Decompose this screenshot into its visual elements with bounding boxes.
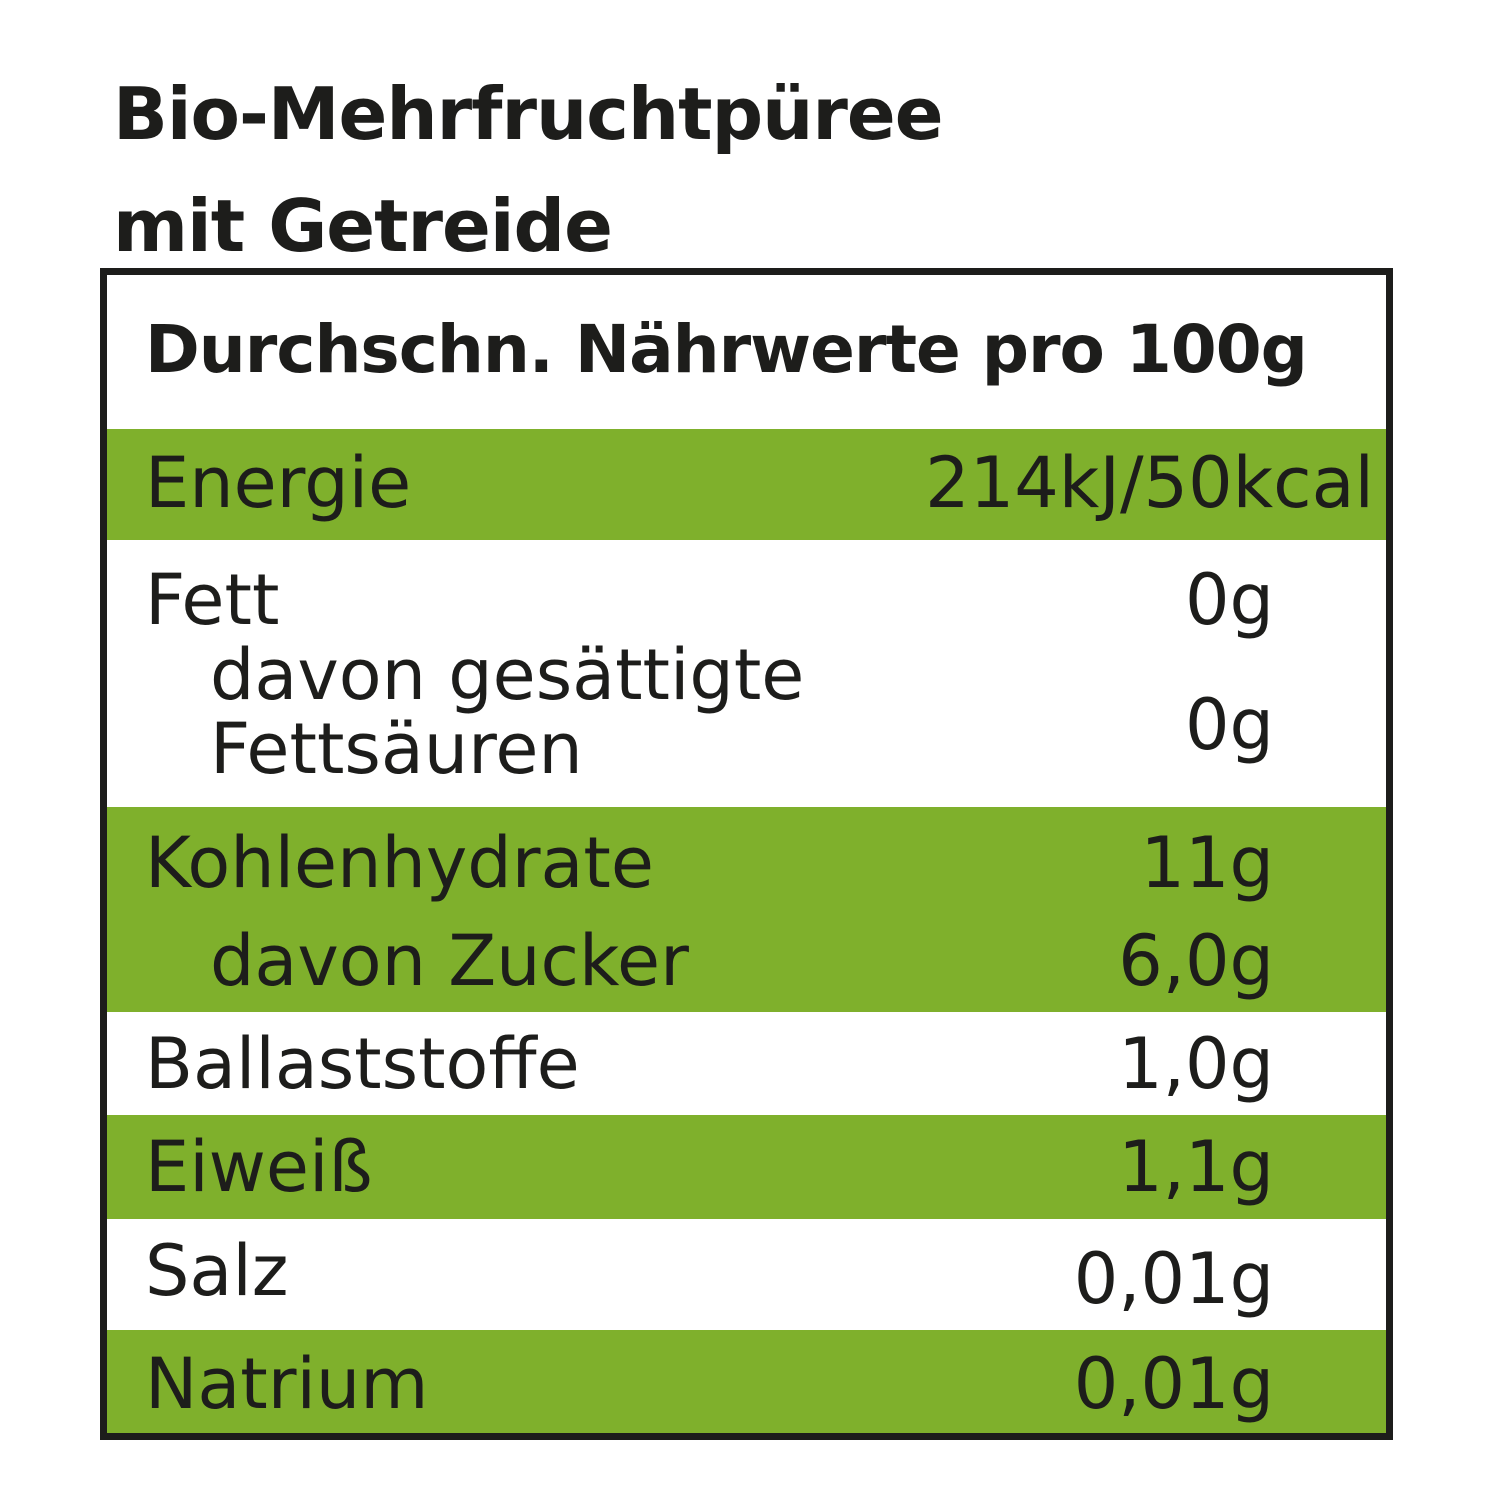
table-row: Natrium 0,01g: [107, 1330, 1386, 1433]
row-value: 6,0g: [1118, 920, 1274, 1002]
row-label: Salz: [145, 1230, 289, 1312]
table-row: Salz 0,01g: [107, 1219, 1386, 1330]
row-label: Natrium: [145, 1343, 429, 1425]
row-value: 0g: [1185, 684, 1274, 766]
row-label: Energie: [145, 442, 412, 524]
row-value: 1,1g: [1118, 1126, 1274, 1208]
row-value: 1,0g: [1118, 1023, 1274, 1105]
table-row: Energie 214kJ/50kcal: [107, 429, 1386, 540]
table-row: Eiweiß 1,1g: [107, 1115, 1386, 1219]
row-label: Fett: [145, 559, 280, 641]
table-header: Durchschn. Nährwerte pro 100g: [145, 311, 1308, 388]
label-line: Fettsäuren: [210, 708, 583, 790]
title-line-2: mit Getreide: [113, 184, 613, 268]
label-line: davon gesättigte: [210, 634, 805, 716]
title-line-1: Bio-Mehrfruchtpüree: [113, 72, 944, 156]
row-value: 214kJ/50kcal: [925, 442, 1374, 524]
row-value: 0g: [1185, 559, 1274, 641]
nutrition-table: Durchschn. Nährwerte pro 100g Energie 21…: [100, 268, 1393, 1440]
table-row: Fett 0g davon gesättigte Fettsäuren 0g: [107, 540, 1386, 807]
row-label: Ballaststoffe: [145, 1023, 580, 1105]
row-label: davon Zucker: [210, 920, 689, 1002]
product-title: Bio-Mehrfruchtpüree mit Getreide: [113, 58, 944, 282]
table-row: Kohlenhydrate 11g davon Zucker 6,0g: [107, 807, 1386, 1012]
row-label: Kohlenhydrate: [145, 822, 654, 904]
row-value: 0,01g: [1073, 1343, 1274, 1425]
table-row: Ballaststoffe 1,0g: [107, 1012, 1386, 1115]
row-value: 11g: [1140, 822, 1274, 904]
row-label: davon gesättigte Fettsäuren: [210, 638, 804, 786]
row-label: Eiweiß: [145, 1126, 373, 1208]
row-value: 0,01g: [1073, 1238, 1274, 1320]
